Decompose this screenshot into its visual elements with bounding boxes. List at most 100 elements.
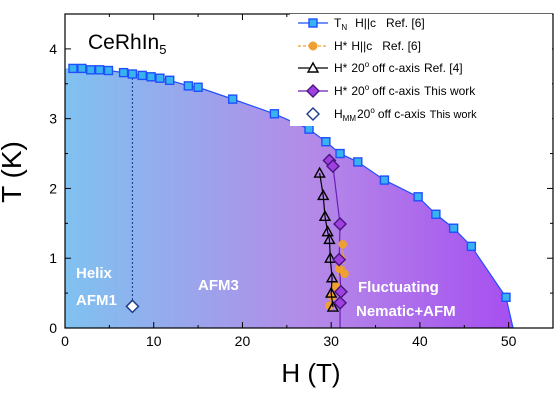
y-axis-label: T (K) [0, 141, 27, 203]
tn-point [118, 67, 129, 78]
ref4-point [326, 300, 340, 312]
y-tick-label: 2 [49, 180, 57, 196]
legend-thiswork-sup: o [365, 83, 370, 92]
legend-ref6-text: H* H||c Ref. [6] [334, 39, 421, 53]
legend-hmm-sub: MM [343, 114, 357, 123]
legend-ref4-cond: 20 [351, 61, 365, 75]
tn-point [321, 136, 331, 147]
fluctuating-label-line1: Fluctuating [358, 279, 439, 296]
x-axis-label: H (T) [281, 358, 340, 388]
legend-thiswork-text: H* 20o off c-axis This work [334, 83, 476, 98]
legend-entry-tn: TN H||c Ref. [6] [298, 16, 425, 32]
legend-hmm-cond: 20 [357, 107, 371, 121]
legend-tn-main: T [334, 16, 342, 30]
ref4-point [317, 188, 330, 201]
tn-point [353, 157, 363, 167]
afm3-label: AFM3 [198, 277, 239, 294]
tn-point [137, 70, 147, 81]
legend-hmm-marker [306, 107, 320, 121]
y-tick-label: 4 [49, 41, 57, 57]
thiswork-point [332, 252, 347, 267]
compound-label: CeRhIn5 [88, 31, 166, 57]
x-tick-label: 0 [61, 333, 69, 349]
chart-marks [68, 63, 514, 329]
tn-point [94, 65, 105, 75]
tn-point [448, 223, 459, 233]
tn-point [227, 94, 238, 104]
legend-hmm-text: HMM20o off c-axis This work [334, 106, 477, 123]
legend-ref4-marker [306, 61, 320, 73]
ref4-point [325, 271, 339, 283]
tn-point [86, 65, 96, 75]
legend-tn-ref: Ref. [6] [386, 16, 425, 30]
legend-entry-hmm: HMM20o off c-axis This work [306, 106, 477, 123]
x-tick-label: 10 [146, 333, 162, 349]
tn-point [183, 81, 194, 91]
tn-point [304, 124, 314, 134]
legend-thiswork-ref: This work [424, 84, 476, 98]
legend-thiswork-tail: off c-axis [372, 84, 420, 98]
legend-ref4-sup: o [365, 60, 370, 69]
legend-ref6-main: H* [334, 39, 348, 53]
ref6-point [340, 269, 349, 278]
legend-entry-thiswork: H* 20o off c-axis This work [298, 83, 476, 98]
legend-thiswork-marker [306, 84, 320, 98]
legend-tn-text: TN H||c Ref. [6] [334, 16, 425, 32]
y-tick-label: 0 [49, 320, 57, 336]
legend-ref6-ref: Ref. [6] [382, 39, 421, 53]
tn-point [146, 72, 156, 82]
tn-point [127, 69, 138, 79]
thiswork-point [333, 217, 348, 232]
ref4-point [318, 209, 332, 222]
chart-legend: TN H||c Ref. [6] H* H||c Ref. [6] H* 20o off c… [290, 14, 552, 126]
tn-point [164, 75, 175, 85]
tn-point [379, 175, 390, 185]
y-tick-label: 3 [49, 111, 57, 127]
x-tick-label: 50 [501, 333, 517, 349]
tn-point [77, 63, 87, 74]
tn-point [335, 148, 345, 159]
helix-label-line1: Helix [76, 265, 113, 282]
ref4-point [324, 286, 338, 298]
phase-regions [65, 68, 514, 328]
legend-ref6-cond: H||c [351, 39, 372, 53]
fluctuating-label-line2: Nematic+AFM [356, 303, 456, 320]
hmm-point [125, 299, 140, 314]
x-tick-label: 40 [412, 333, 428, 349]
thiswork-point [333, 295, 348, 310]
x-tick-label: 20 [235, 333, 251, 349]
tn-point [501, 292, 511, 302]
tn-point [155, 73, 165, 83]
ref6-point [338, 239, 348, 249]
tn-point [431, 209, 441, 219]
ref4-point [323, 232, 336, 245]
legend-ref4-tail: off c-axis [372, 61, 420, 75]
legend-entry-ref4: H* 20o off c-axis Ref. [4] [298, 60, 463, 75]
tn-point [413, 192, 423, 202]
legend-ref6-marker [308, 41, 318, 51]
legend-thiswork-cond: 20 [351, 84, 365, 98]
legend-tn-cond: H||c [355, 16, 376, 30]
tn-point [466, 241, 477, 252]
legend-hmm-sup: o [370, 106, 375, 115]
legend-box [290, 14, 552, 126]
legend-hmm-main: H [334, 107, 343, 121]
tn-point [68, 63, 78, 74]
legend-hmm-ref: This work [430, 109, 478, 121]
legend-tn-marker [308, 18, 318, 28]
tn-point [103, 65, 114, 76]
tn-point [193, 82, 203, 92]
legend-ref4-text: H* 20o off c-axis Ref. [4] [334, 60, 463, 75]
legend-thiswork-main: H* [334, 84, 348, 98]
ref4-point [313, 166, 326, 178]
ref4-point [324, 251, 337, 263]
compound-main: CeRhIn [88, 31, 159, 54]
y-tick-label: 1 [49, 250, 57, 266]
legend-ref4-ref: Ref. [4] [424, 61, 463, 75]
ref4-point [321, 225, 334, 237]
phase-region-ordered [65, 68, 514, 328]
legend-ref4-main: H* [334, 61, 348, 75]
legend-entry-ref6: H* H||c Ref. [6] [298, 39, 421, 53]
